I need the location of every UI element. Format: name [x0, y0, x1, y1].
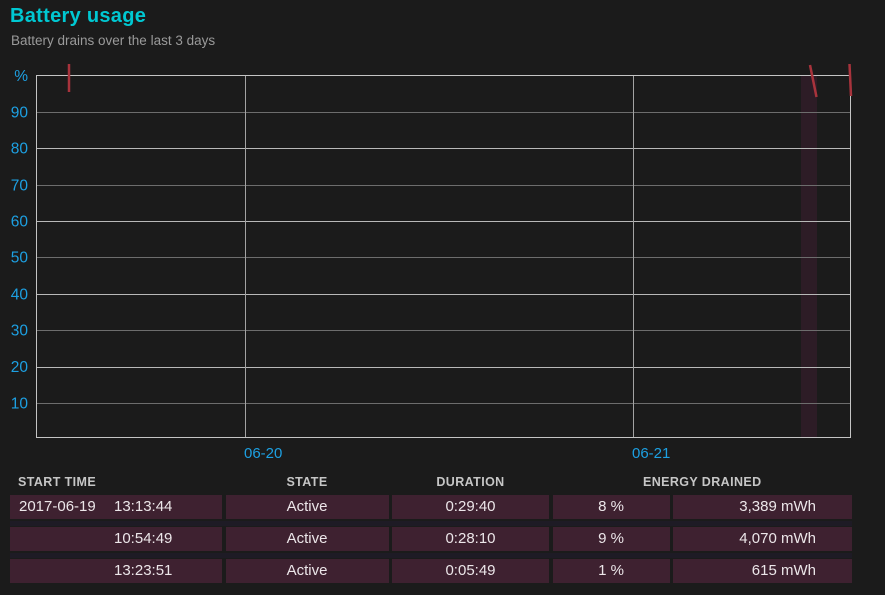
cell-state: Active — [225, 495, 389, 519]
cell-duration: 0:05:49 — [392, 559, 549, 583]
cell-energy-drained: 615 mWh — [673, 559, 852, 583]
row-separator — [10, 553, 852, 558]
x-axis-tick-0620: 06-20 — [244, 445, 282, 462]
h-gridlines-light — [36, 148, 851, 368]
table-row: 13:23:51 Active 0:05:49 1 % 615 mWh — [10, 559, 852, 583]
battery-usage-chart: % 90 80 70 60 50 40 30 20 10 06-20 06-21 — [11, 63, 853, 462]
header-start-time: START TIME — [18, 475, 97, 489]
chart-plot-border — [36, 75, 851, 438]
cell-percent-drained: 9 % — [552, 527, 670, 551]
y-axis-tick-50: 50 — [11, 250, 29, 267]
header-energy-drained: ENERGY DRAINED — [642, 475, 762, 489]
v-gridlines — [245, 75, 634, 437]
cell-start-time: 10:54:49 — [10, 527, 222, 551]
cell-percent-drained: 1 % — [552, 559, 670, 583]
cell-duration: 0:28:10 — [392, 527, 549, 551]
y-axis-tick-90: 90 — [11, 105, 29, 122]
start-time: 10:54:49 — [114, 530, 173, 547]
y-axis-tick-10: 10 — [11, 396, 29, 413]
cell-start-time: 13:23:51 — [10, 559, 222, 583]
drain-highlight-band — [801, 75, 817, 437]
cell-energy-drained: 4,070 mWh — [673, 527, 852, 551]
cell-duration: 0:29:40 — [392, 495, 549, 519]
cell-energy-drained: 3,389 mWh — [673, 495, 852, 519]
y-axis-tick-70: 70 — [11, 178, 29, 195]
x-axis-tick-0621: 06-21 — [632, 445, 670, 462]
y-axis-tick-40: 40 — [11, 287, 29, 304]
table-row: 2017-06-19 13:13:44 Active 0:29:40 8 % 3… — [10, 495, 852, 519]
drain-mark-2 — [808, 64, 818, 98]
y-axis-tick-80: 80 — [11, 141, 29, 158]
start-date — [10, 527, 114, 551]
y-axis-tick-20: 20 — [11, 359, 29, 376]
header-duration: DURATION — [436, 475, 505, 489]
cell-state: Active — [225, 559, 389, 583]
table-row: 10:54:49 Active 0:28:10 9 % 4,070 mWh — [10, 527, 852, 551]
start-date — [10, 559, 114, 583]
row-separator — [10, 521, 852, 526]
header-state: STATE — [286, 475, 328, 489]
page-subtitle: Battery drains over the last 3 days — [11, 33, 216, 48]
drain-marks — [67, 63, 853, 98]
start-date: 2017-06-19 — [19, 498, 96, 515]
y-axis-tick-60: 60 — [11, 214, 29, 231]
page-title: Battery usage — [10, 5, 147, 27]
usage-table-header: START TIME STATE DURATION ENERGY DRAINED — [10, 474, 852, 491]
cell-start-time: 2017-06-19 13:13:44 — [10, 495, 222, 519]
drain-mark-3 — [848, 63, 853, 97]
cell-state: Active — [225, 527, 389, 551]
cell-percent-drained: 8 % — [552, 495, 670, 519]
h-gridlines-dark — [36, 112, 851, 404]
start-time: 13:23:51 — [114, 562, 173, 579]
y-axis-unit-label: % — [14, 68, 28, 85]
start-time: 13:13:44 — [114, 498, 173, 515]
y-axis-tick-30: 30 — [11, 323, 29, 340]
